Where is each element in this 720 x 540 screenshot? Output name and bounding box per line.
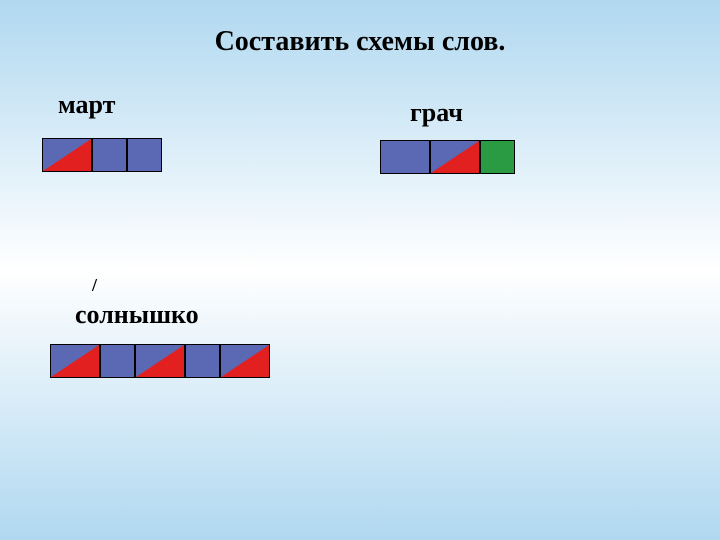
scheme-cell — [380, 140, 430, 174]
scheme-cell — [480, 140, 515, 174]
scheme-cell — [430, 140, 480, 174]
title-text: Составить схемы слов. — [215, 26, 506, 57]
triangle-icon — [221, 345, 269, 377]
scheme-cell — [135, 344, 185, 378]
word-label-1: грач — [410, 98, 463, 128]
scheme-cell — [92, 138, 127, 172]
triangle-icon — [431, 141, 479, 173]
scheme-cell — [42, 138, 92, 172]
scheme-cell — [100, 344, 135, 378]
stress-mark-2: / — [92, 275, 97, 296]
triangle-icon — [51, 345, 99, 377]
scheme-cell — [127, 138, 162, 172]
word-scheme-0 — [42, 138, 162, 172]
scheme-cell — [185, 344, 220, 378]
page-title: Составить схемы слов. — [0, 26, 720, 58]
triangle-icon — [136, 345, 184, 377]
scheme-cell — [50, 344, 100, 378]
word-label-0: март — [58, 90, 115, 120]
scheme-cell — [220, 344, 270, 378]
word-scheme-1 — [380, 140, 515, 174]
word-label-2: солнышко — [75, 300, 199, 330]
word-scheme-2 — [50, 344, 270, 378]
triangle-icon — [43, 139, 91, 171]
